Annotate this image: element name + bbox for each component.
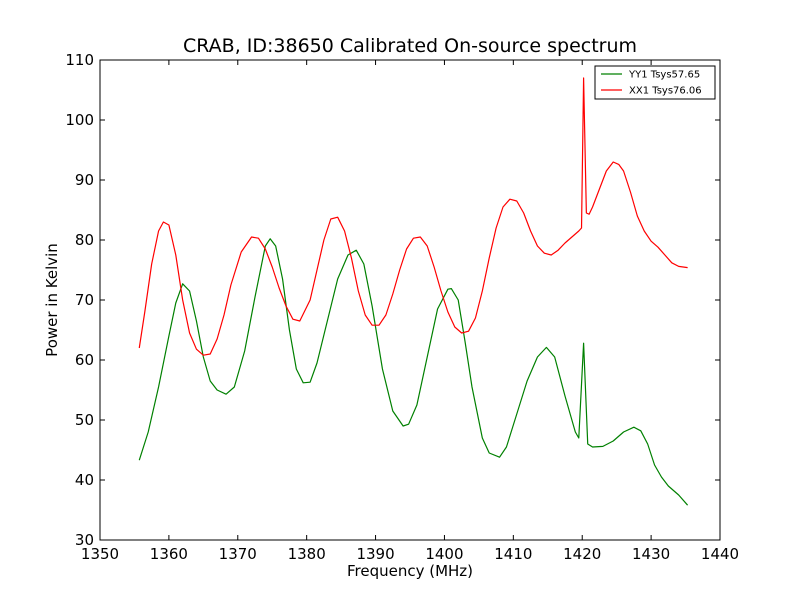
x-tick-label: 1380 xyxy=(288,545,326,563)
y-tick-label: 60 xyxy=(75,351,94,369)
y-tick-label: 50 xyxy=(75,411,94,429)
chart-title: CRAB, ID:38650 Calibrated On-source spec… xyxy=(183,35,637,57)
y-axis-label: Power in Kelvin xyxy=(43,243,61,357)
y-tick-label: 40 xyxy=(75,471,94,489)
series-line-1 xyxy=(138,77,688,356)
y-tick-label: 80 xyxy=(75,231,94,249)
legend-box xyxy=(594,65,716,100)
x-axis-label: Frequency (MHz) xyxy=(347,562,473,580)
x-tick-label: 1390 xyxy=(356,545,394,563)
series-line-0 xyxy=(138,238,689,506)
x-tick-label: 1440 xyxy=(701,545,739,563)
x-tick-label: 1410 xyxy=(494,545,532,563)
y-tick-label: 30 xyxy=(75,531,94,549)
legend-label-yy1: YY1 Tsys57.65 xyxy=(628,70,700,81)
legend-label-xx1: XX1 Tsys76.06 xyxy=(629,86,702,97)
x-tick-label: 1350 xyxy=(81,545,119,563)
x-tick-label: 1430 xyxy=(632,545,670,563)
y-tick-label: 90 xyxy=(75,171,94,189)
x-tick-label: 1370 xyxy=(219,545,257,563)
y-tick-label: 100 xyxy=(65,111,94,129)
x-tick-label: 1400 xyxy=(425,545,463,563)
x-tick-label: 1360 xyxy=(150,545,188,563)
x-tick-label: 1420 xyxy=(563,545,601,563)
legend: YY1 Tsys57.65 XX1 Tsys76.06 xyxy=(594,65,716,100)
y-tick-label: 70 xyxy=(75,291,94,309)
y-tick-label: 110 xyxy=(65,51,94,69)
